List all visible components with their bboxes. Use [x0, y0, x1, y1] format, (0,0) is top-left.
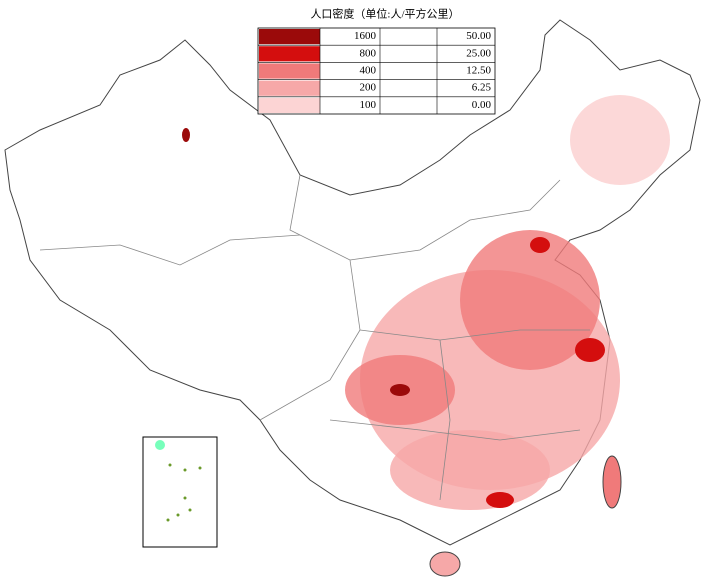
island [166, 518, 170, 522]
island [176, 513, 180, 517]
legend-swatch [259, 80, 320, 96]
island [198, 466, 202, 470]
legend-swatch [259, 46, 320, 62]
legend-value: 25.00 [466, 47, 491, 59]
region-shade [486, 492, 514, 508]
legend-swatch [259, 63, 320, 79]
region-shade [575, 338, 605, 362]
internal-borders [39, 174, 590, 501]
taiwan [602, 455, 622, 509]
inset-box [142, 436, 218, 548]
border [349, 179, 561, 261]
border [439, 339, 451, 501]
region-shade [530, 237, 550, 253]
hainan [429, 551, 461, 577]
island [183, 468, 187, 472]
island [155, 440, 165, 450]
legend-value: 12.50 [466, 65, 491, 77]
region-shade [390, 430, 550, 510]
legend-swatch [259, 97, 320, 113]
legend-value: 6.25 [472, 82, 492, 94]
border [259, 174, 361, 421]
legend-title: 人口密度（单位:人/平方公里） [310, 7, 459, 21]
legend-label: 200 [360, 82, 377, 94]
density-shading [182, 95, 670, 510]
legend: 人口密度（单位:人/平方公里） 1600 50.00 800 25.00 400 12.5… [257, 7, 496, 115]
border [329, 419, 581, 441]
island [188, 508, 192, 512]
island [168, 463, 172, 467]
legend-label: 100 [360, 99, 377, 111]
island [183, 496, 187, 500]
border [39, 234, 301, 266]
border [359, 329, 590, 341]
region-shade [182, 128, 190, 142]
legend-label: 800 [360, 47, 377, 59]
region-shade [390, 384, 410, 396]
region-shade [570, 95, 670, 185]
region-shade [460, 230, 600, 370]
legend-value: 50.00 [466, 30, 491, 42]
legend-swatch [259, 29, 320, 45]
inset-islands [155, 440, 202, 522]
legend-label: 400 [360, 65, 377, 77]
legend-value: 0.00 [472, 99, 492, 111]
legend-label: 1600 [354, 30, 377, 42]
